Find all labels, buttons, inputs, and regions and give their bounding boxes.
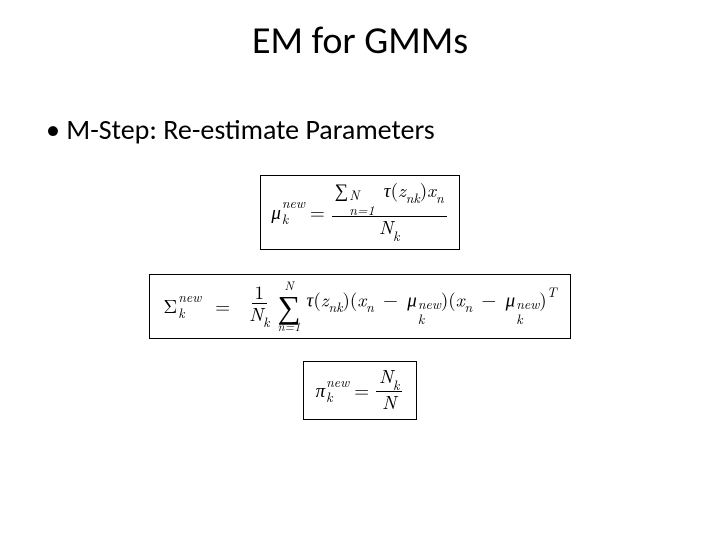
mu-fraction: ∑Nn=1 τ(znk)xn Nk — [332, 180, 447, 243]
slide-title: EM for GMMs — [0, 18, 720, 64]
sigma-x2: x — [456, 285, 465, 312]
mu-symbol: μ — [271, 202, 281, 221]
sigma-x1: x — [357, 285, 366, 312]
sigma-sup: new — [178, 291, 201, 303]
sigma-mu2-sub: k — [516, 313, 539, 325]
equation-mu: μnewk = ∑Nn=1 τ(znk)xn Nk — [260, 175, 459, 250]
pi-sub: k — [326, 391, 349, 403]
sigma-den-k: k — [263, 312, 269, 331]
pi-fraction: Nk N — [376, 366, 402, 413]
sigma-mu1-sup: new — [418, 298, 441, 310]
pi-sup: new — [326, 376, 349, 388]
sigma-z-sub: nk — [329, 297, 343, 316]
sigma-eq: = — [215, 296, 230, 315]
mu-z-sub: nk — [406, 188, 420, 207]
sigma-mu2-sup: new — [516, 298, 539, 310]
equation-pi-wrap: πnew k = Nk N — [0, 361, 720, 420]
mu-x-sub: n — [436, 188, 444, 207]
sigma-mu1: μ — [407, 285, 417, 312]
mu-den-k: k — [393, 226, 399, 245]
equation-pi: πnew k = Nk N — [303, 361, 418, 420]
mu-tau: τ — [384, 176, 391, 203]
sigma-sub: k — [178, 307, 201, 319]
sigma-den-N: N — [249, 300, 263, 327]
sigma-symbol: Σ — [164, 296, 178, 315]
pi-num-k: k — [393, 375, 399, 394]
sigma-z: z — [321, 285, 329, 312]
mu-x: x — [427, 176, 436, 203]
sigma-sum: N ∑ n=1 — [278, 279, 301, 333]
sigma-minus1: − — [383, 285, 398, 312]
sigma-x1-sub: n — [366, 297, 374, 316]
sigma-sum-bot: n=1 — [278, 320, 301, 332]
mu-eq: = — [310, 202, 325, 221]
equation-mu-wrap: μnewk = ∑Nn=1 τ(znk)xn Nk — [0, 175, 720, 250]
bullet-mstep: M-Step: Re-estimate Parameters — [46, 112, 720, 147]
equation-sigma-wrap: Σnewk = 1 Nk N ∑ n=1 τ(znk)(xn − μnewk)(… — [0, 274, 720, 340]
pi-symbol: π — [316, 380, 326, 399]
mu-z: z — [398, 176, 406, 203]
pi-num-N: N — [379, 362, 393, 389]
pi-eq: = — [354, 380, 369, 399]
mu-sub: k — [282, 213, 305, 225]
mu-sup: new — [282, 197, 305, 209]
sigma-frac-1Nk: 1 Nk — [246, 282, 272, 329]
sigma-x2-sub: n — [465, 297, 473, 316]
equation-sigma: Σnewk = 1 Nk N ∑ n=1 τ(znk)(xn − μnewk)(… — [149, 274, 572, 340]
sigma-mu1-sub: k — [418, 313, 441, 325]
mu-den-N: N — [379, 213, 393, 240]
mu-sum-symbol: ∑ — [335, 176, 349, 203]
sigma-transpose: T — [547, 282, 557, 301]
sigma-sum-sym: ∑ — [278, 291, 301, 320]
sigma-mu2: μ — [506, 285, 516, 312]
sigma-minus2: − — [482, 285, 497, 312]
mu-sum-bot: n=1 — [349, 204, 374, 216]
slide: EM for GMMs M-Step: Re-estimate Paramete… — [0, 0, 720, 540]
mu-sum-top: N — [349, 189, 374, 201]
sigma-tau: τ — [307, 285, 314, 312]
